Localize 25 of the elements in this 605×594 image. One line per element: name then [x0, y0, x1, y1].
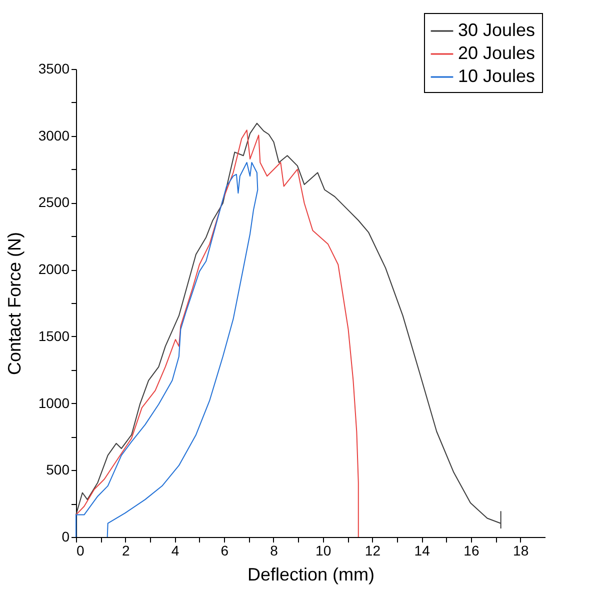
- legend-label: 30 Joules: [458, 20, 536, 40]
- x-tick-label: 12: [364, 542, 381, 558]
- y-tick-label: 3000: [38, 127, 70, 144]
- line-series: [76, 162, 258, 538]
- y-tick-label: 500: [46, 462, 70, 478]
- x-tick-label: 0: [76, 542, 84, 558]
- y-tick-label: 2500: [38, 194, 70, 210]
- y-tick-label: 1500: [38, 328, 70, 344]
- y-tick-label: 0: [62, 528, 70, 544]
- x-tick-label: 10: [316, 542, 332, 558]
- y-tick-label: 1000: [38, 394, 70, 411]
- y-tick-label: 2000: [38, 261, 70, 278]
- x-tick-label: 14: [414, 542, 430, 558]
- x-tick-label: 8: [270, 542, 278, 558]
- x-tick-label: 2: [122, 542, 130, 558]
- legend-label: 10 Joules: [458, 66, 536, 86]
- x-tick-label: 4: [171, 542, 180, 558]
- line-series: [76, 130, 359, 538]
- x-tick-label: 16: [464, 542, 480, 558]
- x-tick-label: 18: [513, 542, 529, 558]
- x-axis-title: Deflection (mm): [247, 564, 375, 584]
- y-axis-title: Contact Force (N): [4, 232, 24, 376]
- x-tick-label: 6: [220, 542, 229, 558]
- legend-label: 20 Joules: [458, 43, 536, 63]
- y-tick-label: 3500: [38, 60, 70, 76]
